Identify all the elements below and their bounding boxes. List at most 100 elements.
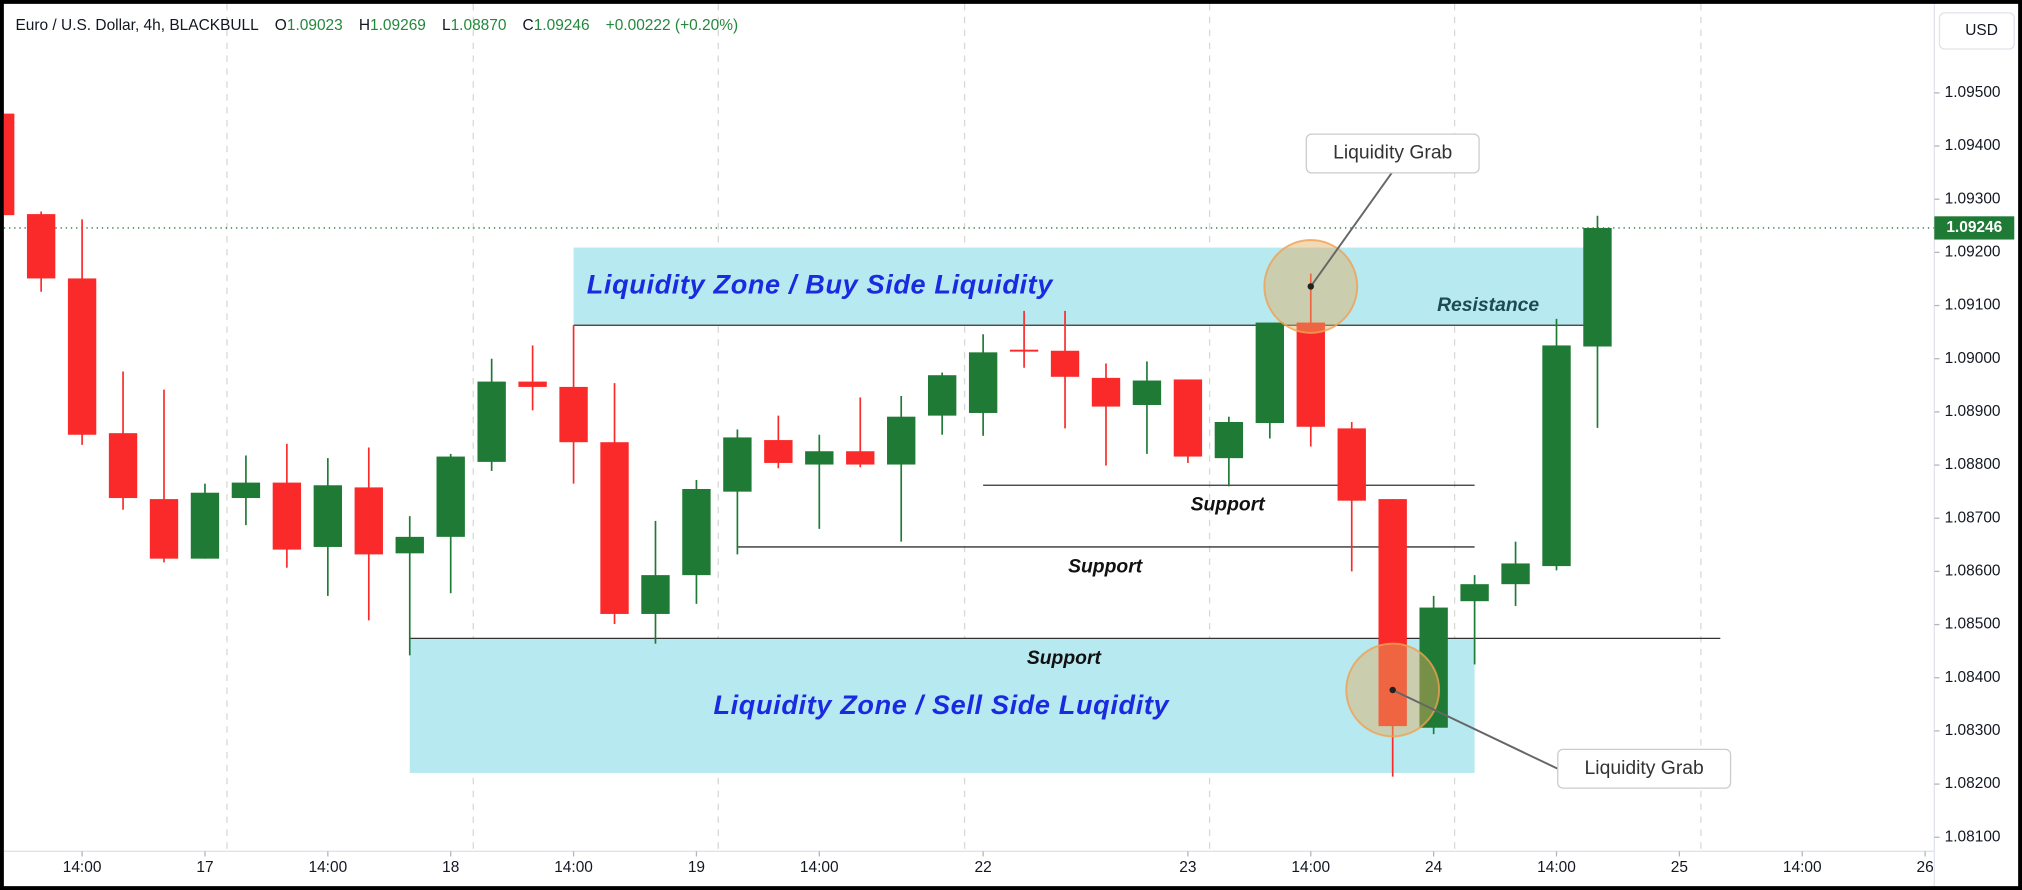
ohlc-value: 1.09023 bbox=[287, 17, 343, 34]
candle-body bbox=[764, 440, 793, 463]
x-tick-label: 19 bbox=[688, 859, 705, 876]
candle-body bbox=[1173, 379, 1203, 457]
level-label: Support bbox=[1068, 556, 1144, 578]
candle-body bbox=[354, 487, 383, 555]
y-tick-label: 1.08300 bbox=[1945, 722, 2001, 739]
symbol: Euro / U.S. Dollar, 4h, BLACKBULL bbox=[15, 17, 259, 34]
x-tick-label: 26 bbox=[1917, 859, 1934, 876]
callout-label: Liquidity Grab bbox=[1333, 142, 1452, 164]
currency-button-box[interactable] bbox=[1938, 12, 2015, 50]
candle-body bbox=[1050, 350, 1080, 377]
y-tick-label: 1.09300 bbox=[1945, 190, 2001, 207]
candle-body bbox=[641, 575, 670, 614]
candle-body bbox=[1501, 563, 1530, 585]
candle-body bbox=[887, 416, 916, 465]
callout-box bbox=[1557, 748, 1732, 789]
zones bbox=[3, 227, 1935, 773]
candle-body bbox=[67, 278, 97, 435]
candle-body bbox=[395, 536, 424, 554]
y-tick-label: 1.09400 bbox=[1945, 137, 2001, 154]
x-tick-label: 14:00 bbox=[800, 859, 839, 876]
candle-body bbox=[1009, 349, 1039, 352]
candle-body bbox=[1460, 584, 1489, 602]
candle-body bbox=[1132, 380, 1162, 405]
candle-body bbox=[1296, 322, 1325, 427]
candle-body bbox=[1337, 428, 1366, 501]
candle-body bbox=[723, 437, 752, 492]
ohlc-value: 1.08870 bbox=[451, 17, 507, 34]
liquidity-zone bbox=[409, 638, 1475, 773]
callout-dot bbox=[1389, 686, 1396, 694]
x-tick-label: 14:00 bbox=[1291, 859, 1330, 876]
last-price-tag bbox=[1934, 216, 2015, 240]
callout-box bbox=[1305, 133, 1480, 174]
candle-body bbox=[600, 442, 629, 614]
y-tick-label: 1.09000 bbox=[1945, 350, 2001, 367]
last-price-label: 1.09246 bbox=[1946, 219, 2002, 236]
ohlc-key: H bbox=[359, 17, 370, 34]
candle-body bbox=[682, 488, 711, 576]
candle-body bbox=[968, 352, 998, 413]
callout-label: Liquidity Grab bbox=[1585, 757, 1704, 779]
candle-body bbox=[1214, 422, 1244, 459]
y-tick-label: 1.09500 bbox=[1945, 84, 2001, 101]
x-tick-label: 24 bbox=[1425, 859, 1443, 876]
x-tick-label: 22 bbox=[975, 859, 992, 876]
x-tick-label: 18 bbox=[442, 859, 459, 876]
candle-body bbox=[559, 386, 588, 443]
y-tick-label: 1.08700 bbox=[1945, 509, 2001, 526]
callout-dot bbox=[1307, 283, 1315, 290]
x-tick-label: 14:00 bbox=[1537, 859, 1576, 876]
candle-body bbox=[436, 456, 465, 537]
liquidity-zone bbox=[573, 247, 1584, 326]
axes: 1.08100 1.08200 1.08300 1.08400 1.08500 1.086… bbox=[63, 84, 2015, 876]
zone-label: Liquidity Zone / Sell Side Luqidity bbox=[713, 689, 1170, 720]
plot-area bbox=[3, 113, 1612, 777]
candle-body bbox=[108, 433, 138, 499]
callout-connector bbox=[1392, 689, 1559, 770]
candle-body bbox=[26, 214, 56, 279]
candle-body bbox=[190, 492, 220, 559]
change: +0.00222 (+0.20%) bbox=[606, 17, 738, 34]
ohlc-key: O bbox=[275, 17, 287, 34]
callout-connector bbox=[1309, 170, 1394, 287]
x-tick-label: 25 bbox=[1671, 859, 1688, 876]
level-label: Resistance bbox=[1437, 294, 1539, 316]
annotations: Liquidity Zone / Buy Side Liquidity Liqui… bbox=[587, 133, 1732, 789]
x-tick-label: 14:00 bbox=[554, 859, 593, 876]
candle-body bbox=[149, 499, 179, 559]
y-tick-label: 1.09100 bbox=[1945, 297, 2001, 314]
x-tick-label: 14:00 bbox=[308, 859, 347, 876]
y-tick-label: 1.08600 bbox=[1945, 563, 2001, 580]
y-tick-label: 1.09200 bbox=[1945, 243, 2001, 260]
candle-body bbox=[1583, 227, 1612, 347]
candle-body bbox=[3, 113, 15, 216]
level-label: Support bbox=[1191, 494, 1267, 516]
candle-body bbox=[272, 482, 302, 550]
candle-body bbox=[231, 482, 261, 499]
candle-body bbox=[518, 381, 547, 387]
level-label: Support bbox=[1027, 647, 1103, 669]
y-tick-label: 1.08900 bbox=[1945, 403, 2001, 420]
x-tick-label: 17 bbox=[196, 859, 213, 876]
y-tick-label: 1.08800 bbox=[1945, 456, 2001, 473]
x-tick-label: 14:00 bbox=[1783, 859, 1822, 876]
currency-button[interactable]: USD bbox=[1938, 12, 2015, 50]
candle-body bbox=[1542, 345, 1571, 567]
currency-button-label[interactable]: USD bbox=[1965, 22, 1998, 39]
candle-body bbox=[927, 375, 957, 416]
candle-body bbox=[313, 485, 343, 547]
candle-body bbox=[805, 451, 834, 465]
zone-label: Liquidity Zone / Buy Side Liquidity bbox=[587, 269, 1055, 300]
y-tick-label: 1.08400 bbox=[1945, 669, 2001, 686]
ohlc-key: C bbox=[523, 17, 534, 34]
candle-body bbox=[846, 451, 875, 465]
ohlc-key: L bbox=[442, 17, 451, 34]
candle-body bbox=[1091, 377, 1121, 407]
y-tick-label: 1.08100 bbox=[1945, 828, 2001, 845]
y-tick-label: 1.08200 bbox=[1945, 775, 2001, 792]
header: Euro / U.S. Dollar, 4h, BLACKBULL O1.090… bbox=[15, 13, 738, 36]
